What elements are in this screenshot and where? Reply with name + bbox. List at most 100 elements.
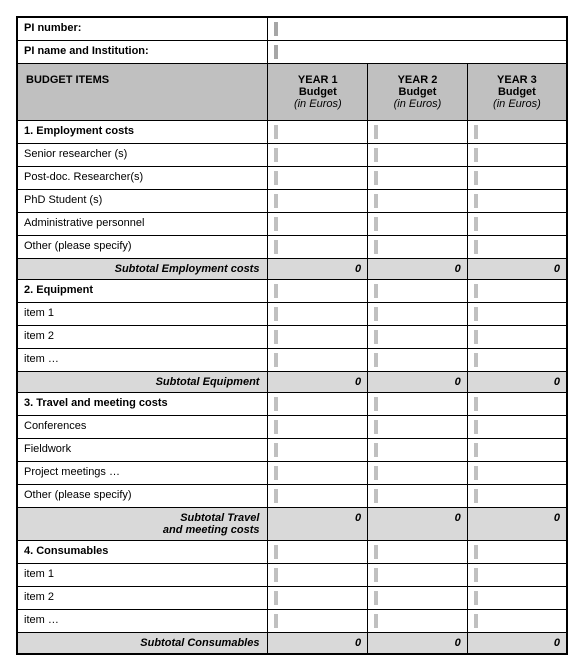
input-marker-icon <box>374 466 378 480</box>
value-cell[interactable] <box>467 439 567 462</box>
subtotal-row: Subtotal Employment costs000 <box>17 259 567 280</box>
value-cell[interactable] <box>368 416 468 439</box>
input-marker-icon <box>474 284 478 298</box>
input-marker-icon <box>474 568 478 582</box>
value-cell[interactable] <box>368 349 468 372</box>
value-cell[interactable] <box>467 393 567 416</box>
input-marker-icon <box>474 420 478 434</box>
value-cell[interactable] <box>268 485 368 508</box>
input-marker-icon <box>474 125 478 139</box>
input-marker-icon <box>474 171 478 185</box>
value-cell[interactable] <box>368 439 468 462</box>
value-cell[interactable] <box>368 167 468 190</box>
input-marker-icon <box>274 591 278 605</box>
subtotal-label: Subtotal Consumables <box>17 633 268 655</box>
input-marker-icon <box>474 353 478 367</box>
pi-number-value[interactable] <box>268 17 567 41</box>
value-cell[interactable] <box>467 416 567 439</box>
value-cell[interactable] <box>467 541 567 564</box>
value-cell[interactable] <box>268 280 368 303</box>
subtotal-label: Subtotal Traveland meeting costs <box>17 508 268 541</box>
input-marker-icon <box>474 489 478 503</box>
input-marker-icon <box>374 217 378 231</box>
value-cell[interactable] <box>268 213 368 236</box>
value-cell[interactable] <box>268 610 368 633</box>
value-cell[interactable] <box>368 121 468 144</box>
value-cell[interactable] <box>467 462 567 485</box>
line-label: item 2 <box>17 587 268 610</box>
value-cell[interactable] <box>368 541 468 564</box>
line-row: Conferences <box>17 416 567 439</box>
input-marker-icon <box>474 443 478 457</box>
value-cell[interactable] <box>467 121 567 144</box>
subtotal-value: 0 <box>467 372 567 393</box>
value-cell[interactable] <box>268 303 368 326</box>
input-marker-icon <box>274 330 278 344</box>
value-cell[interactable] <box>268 393 368 416</box>
value-cell[interactable] <box>268 121 368 144</box>
value-cell[interactable] <box>368 236 468 259</box>
value-cell[interactable] <box>467 326 567 349</box>
value-cell[interactable] <box>467 167 567 190</box>
line-row: Senior researcher (s) <box>17 144 567 167</box>
value-cell[interactable] <box>467 349 567 372</box>
subtotal-value: 0 <box>467 633 567 655</box>
value-cell[interactable] <box>268 541 368 564</box>
value-cell[interactable] <box>368 303 468 326</box>
input-marker-icon <box>274 466 278 480</box>
line-label: item 1 <box>17 564 268 587</box>
value-cell[interactable] <box>268 439 368 462</box>
value-cell[interactable] <box>268 144 368 167</box>
value-cell[interactable] <box>467 236 567 259</box>
value-cell[interactable] <box>467 564 567 587</box>
input-marker-icon <box>274 171 278 185</box>
value-cell[interactable] <box>467 587 567 610</box>
value-cell[interactable] <box>368 610 468 633</box>
value-cell[interactable] <box>467 213 567 236</box>
line-label: Other (please specify) <box>17 485 268 508</box>
value-cell[interactable] <box>268 349 368 372</box>
pi-name-value[interactable] <box>268 41 567 64</box>
value-cell[interactable] <box>368 393 468 416</box>
value-cell[interactable] <box>268 236 368 259</box>
value-cell[interactable] <box>268 326 368 349</box>
value-cell[interactable] <box>368 280 468 303</box>
value-cell[interactable] <box>268 564 368 587</box>
pi-number-row: PI number: <box>17 17 567 41</box>
input-marker-icon <box>374 284 378 298</box>
value-cell[interactable] <box>268 416 368 439</box>
value-cell[interactable] <box>268 462 368 485</box>
input-marker-icon <box>374 489 378 503</box>
value-cell[interactable] <box>467 280 567 303</box>
value-cell[interactable] <box>268 190 368 213</box>
line-label: Other (please specify) <box>17 236 268 259</box>
value-cell[interactable] <box>368 190 468 213</box>
budget-table: PI number: PI name and Institution: BUDG… <box>16 16 568 655</box>
input-marker-icon <box>474 240 478 254</box>
line-label: Fieldwork <box>17 439 268 462</box>
value-cell[interactable] <box>467 485 567 508</box>
input-marker-icon <box>374 125 378 139</box>
line-label: Administrative personnel <box>17 213 268 236</box>
value-cell[interactable] <box>467 303 567 326</box>
input-marker-icon <box>274 545 278 559</box>
subtotal-value: 0 <box>368 259 468 280</box>
line-row: item 1 <box>17 564 567 587</box>
value-cell[interactable] <box>467 144 567 167</box>
input-marker-icon <box>274 284 278 298</box>
value-cell[interactable] <box>268 167 368 190</box>
value-cell[interactable] <box>467 190 567 213</box>
line-row: Fieldwork <box>17 439 567 462</box>
input-marker-icon <box>374 194 378 208</box>
value-cell[interactable] <box>368 462 468 485</box>
input-marker-icon <box>274 614 278 628</box>
pi-number-label: PI number: <box>17 17 268 41</box>
value-cell[interactable] <box>368 564 468 587</box>
value-cell[interactable] <box>368 144 468 167</box>
value-cell[interactable] <box>368 587 468 610</box>
value-cell[interactable] <box>368 213 468 236</box>
value-cell[interactable] <box>368 485 468 508</box>
value-cell[interactable] <box>467 610 567 633</box>
value-cell[interactable] <box>268 587 368 610</box>
value-cell[interactable] <box>368 326 468 349</box>
